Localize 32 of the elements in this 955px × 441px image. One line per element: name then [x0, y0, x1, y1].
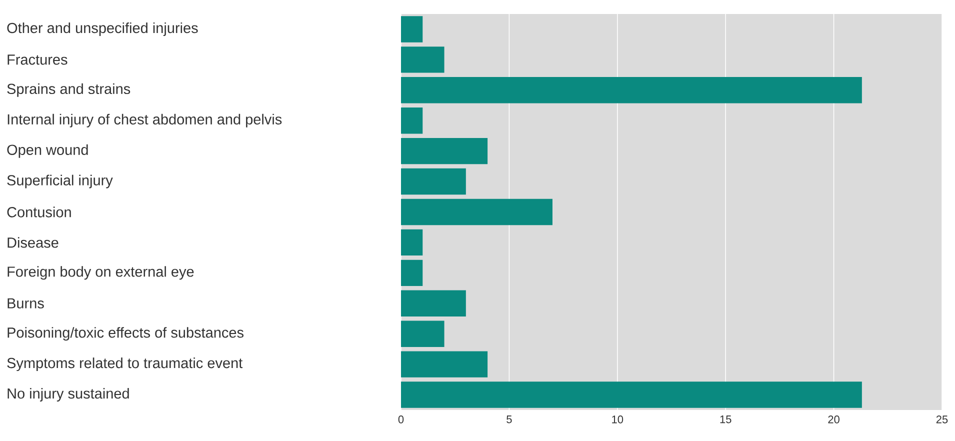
y-tick-label: Foreign body on external eye	[8, 266, 194, 280]
y-tick-label: Burns	[8, 298, 44, 308]
bar	[401, 16, 423, 42]
x-tick-label: 25	[936, 416, 948, 424]
y-tick-label: Other and unspecified injuries	[7, 22, 198, 36]
bar	[401, 198, 552, 226]
x-tick-label: 20	[828, 416, 840, 424]
y-tick-label: Sprains and strains	[7, 83, 130, 97]
bar	[401, 168, 466, 195]
y-tick-label: Symptoms related to traumatic event	[7, 358, 243, 372]
y-tick-label: No injury sustained	[8, 388, 129, 402]
bar	[401, 77, 862, 104]
bar	[401, 138, 488, 164]
x-tick-label: 10	[612, 416, 624, 424]
x-tick-label: 0	[398, 416, 404, 424]
y-tick-label: Contusion	[7, 206, 71, 218]
bar	[401, 260, 423, 286]
bar	[401, 290, 466, 316]
y-tick-label: Superficial injury	[7, 174, 113, 188]
y-tick-label: Fractures	[8, 54, 68, 65]
bar	[401, 229, 423, 256]
y-tick-label: Open wound	[7, 144, 88, 158]
bar	[401, 108, 423, 134]
bar	[401, 46, 444, 73]
x-tick-label: 5	[506, 416, 512, 424]
x-tick-label: 15	[720, 416, 732, 424]
bar	[401, 351, 488, 378]
y-tick-label: Poisoning/toxic effects of substances	[8, 327, 244, 341]
bar	[401, 320, 444, 347]
y-tick-label: Disease	[8, 237, 58, 248]
y-tick-label: Internal injury of chest abdomen and pelvis	[8, 114, 282, 128]
bar	[401, 382, 862, 408]
